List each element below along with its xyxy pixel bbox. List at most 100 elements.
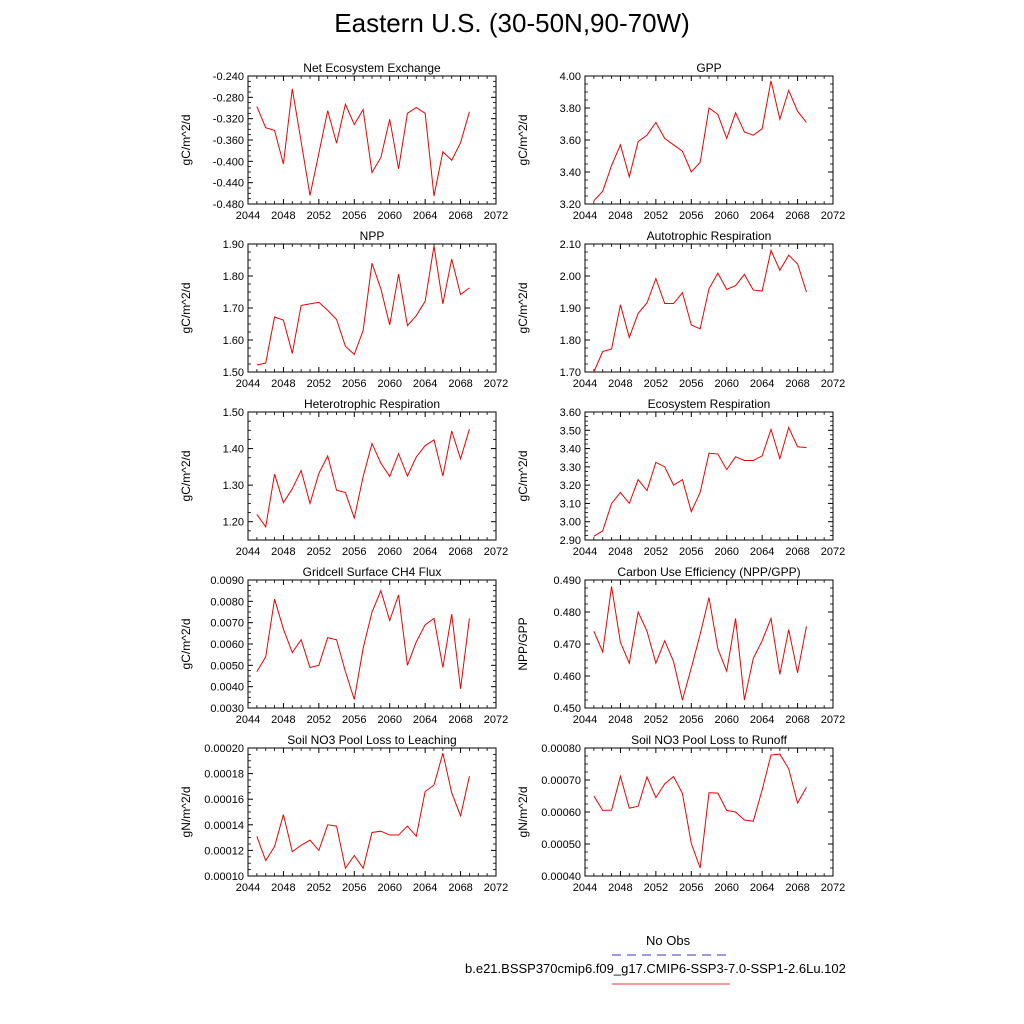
y-tick-label: 1.20 [223,517,244,529]
plot-frame [584,75,834,205]
x-tick-label: 2044 [236,714,260,726]
y-tick-label: 1.70 [223,303,244,315]
x-tick-label: 2052 [644,882,668,894]
y-tick-label: 3.40 [560,444,581,456]
y-axis-label: gN/m^2/d [179,787,193,838]
x-tick-label: 2052 [644,546,668,558]
y-tick-label: 0.00010 [204,871,244,883]
y-tick-label: 0.0080 [210,596,244,608]
x-tick-label: 2048 [608,882,632,894]
x-tick-label: 2048 [271,378,295,390]
chart-title: Net Ecosystem Exchange [303,61,441,75]
x-tick-label: 2072 [484,378,508,390]
x-tick-label: 2056 [679,210,703,222]
x-tick-label: 2072 [821,714,845,726]
y-tick-label: -0.360 [213,135,244,147]
legend-case-label: b.e21.BSSP370cmip6.f09_g17.CMIP6-SSP3-7.… [465,961,846,976]
x-tick-label: 2056 [342,210,366,222]
y-tick-label: 3.50 [560,425,581,437]
y-tick-label: 0.00018 [204,769,244,781]
plot-frame [584,243,834,373]
x-tick-label: 2064 [750,882,774,894]
x-tick-label: 2052 [307,546,331,558]
y-tick-label: 0.00016 [204,794,244,806]
x-tick-label: 2052 [307,882,331,894]
x-tick-label: 2056 [342,714,366,726]
chart-panel-4: Autotrophic Respiration gC/m^2/d 2044 2048 2… [516,229,845,390]
x-tick-label: 2056 [342,378,366,390]
y-tick-label: -0.440 [213,178,244,190]
y-tick-label: 1.40 [223,444,244,456]
x-tick-label: 2056 [342,882,366,894]
y-tick-label: 0.490 [553,575,581,587]
x-tick-label: 2064 [413,378,437,390]
x-tick-label: 2048 [608,378,632,390]
x-tick-label: 2068 [448,210,472,222]
chart-panel-9: Soil NO3 Pool Loss to Leaching gN/m^2/d 20… [179,733,508,894]
y-tick-label: -0.400 [213,156,244,168]
series-line-1 [256,245,470,366]
chart-panel-3: NPP gC/m^2/d 2044 2048 2052 2056 2060 2064 2068 2… [179,229,508,390]
y-tick-label: 0.0060 [210,639,244,651]
x-tick-label: 2048 [608,714,632,726]
x-tick-label: 2072 [821,882,845,894]
x-tick-label: 2048 [271,210,295,222]
y-axis-label: gC/m^2/d [516,115,530,166]
chart-panel-10: Soil NO3 Pool Loss to Runoff gN/m^2/d 2044… [516,733,845,894]
x-tick-label: 2068 [448,546,472,558]
x-tick-label: 2068 [448,714,472,726]
series-line-1 [593,586,807,701]
y-tick-label: -0.480 [213,199,244,211]
y-tick-label: 1.90 [560,303,581,315]
y-tick-label: 3.60 [560,135,581,147]
y-axis-label: gC/m^2/d [516,451,530,502]
x-tick-label: 2056 [342,546,366,558]
y-tick-label: 3.20 [560,480,581,492]
y-tick-label: 0.0070 [210,618,244,630]
chart-panel-8: Carbon Use Efficiency (NPP/GPP) NPP/GPP 20… [516,565,845,726]
y-tick-label: 3.80 [560,103,581,115]
x-tick-label: 2056 [679,378,703,390]
y-tick-label: 1.30 [223,480,244,492]
series-line-1 [256,429,470,529]
x-tick-label: 2072 [484,714,508,726]
y-tick-label: 0.480 [553,607,581,619]
x-tick-label: 2068 [785,882,809,894]
y-tick-label: 2.00 [560,271,581,283]
x-tick-label: 2060 [377,714,401,726]
x-tick-label: 2052 [644,714,668,726]
y-tick-label: 1.50 [223,407,244,419]
x-tick-label: 2052 [307,714,331,726]
series-line-1 [256,88,470,197]
y-tick-label: 0.460 [553,671,581,683]
x-tick-label: 2052 [307,210,331,222]
x-tick-label: 2072 [484,210,508,222]
y-tick-label: -0.280 [213,92,244,104]
y-tick-label: 0.00014 [204,820,244,832]
x-tick-label: 2056 [679,714,703,726]
y-axis-label: gC/m^2/d [179,283,193,334]
series-line-1 [593,80,807,202]
x-tick-label: 2044 [236,378,260,390]
x-tick-label: 2044 [573,210,597,222]
y-axis-label: gC/m^2/d [516,283,530,334]
y-tick-label: 0.00070 [541,775,581,787]
x-tick-label: 2052 [307,378,331,390]
chart-title: Soil NO3 Pool Loss to Leaching [287,733,456,747]
plot-frame [247,579,497,709]
y-tick-label: 0.0030 [210,703,244,715]
series-line-1 [256,752,470,870]
y-tick-label: 4.00 [560,71,581,83]
y-axis-label: gN/m^2/d [516,787,530,838]
x-tick-label: 2044 [573,882,597,894]
y-tick-label: 1.80 [560,335,581,347]
x-tick-label: 2072 [484,882,508,894]
x-tick-label: 2068 [785,210,809,222]
plot-frame [584,411,834,541]
x-tick-label: 2048 [271,882,295,894]
x-tick-label: 2044 [236,210,260,222]
x-tick-label: 2064 [413,210,437,222]
y-axis-label: gC/m^2/d [179,619,193,670]
x-tick-label: 2060 [714,210,738,222]
y-axis-label: NPP/GPP [516,617,530,670]
